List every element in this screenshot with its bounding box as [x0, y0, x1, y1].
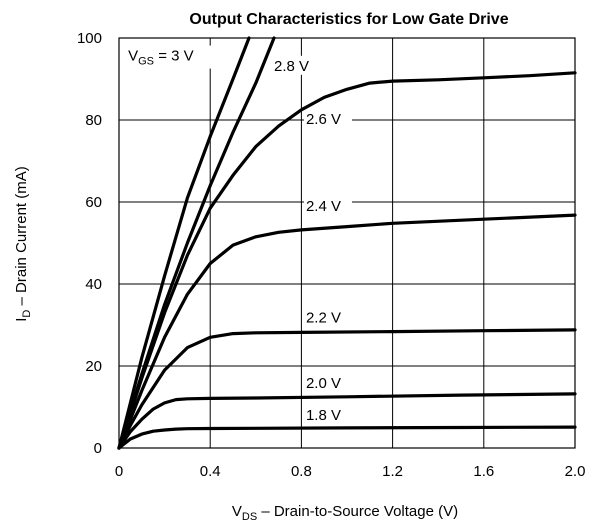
- x-tick-label: 0.4: [200, 463, 221, 480]
- series-label-vgs: VGS = 3 V: [128, 48, 194, 68]
- label-mask: [125, 45, 214, 69]
- series-line: [117, 213, 577, 450]
- series-label: 2.0 V: [306, 375, 341, 392]
- series-label: 2.8 V: [274, 58, 309, 75]
- label-mask: [272, 55, 317, 75]
- y-tick-label: 20: [85, 358, 102, 375]
- label-masks: [125, 45, 352, 425]
- label-mask: [303, 405, 352, 425]
- y-tick-label: 100: [77, 30, 102, 47]
- series-label: 2.6 V: [306, 111, 341, 128]
- series-line: [117, 392, 577, 450]
- label-mask: [303, 373, 352, 393]
- label-mask: [303, 109, 352, 129]
- x-tick-label: 2.0: [565, 463, 586, 480]
- y-tick-label: 60: [85, 194, 102, 211]
- x-tick-label: 0: [115, 463, 123, 480]
- series-line: [117, 71, 577, 450]
- y-axis-label-rest: – Drain Current (mA): [13, 166, 30, 309]
- series-curves: [117, 36, 577, 450]
- y-axis-ticks: 0 20 40 60 80 100: [77, 30, 102, 457]
- series-label: 1.8 V: [306, 407, 341, 424]
- vgs-label-sub: GS: [138, 56, 154, 68]
- series-line: [117, 36, 276, 450]
- plot-frame: [118, 37, 576, 449]
- series-label: 2.2 V: [306, 310, 341, 327]
- x-tick-label: 1.2: [382, 463, 403, 480]
- y-tick-label: 0: [94, 440, 102, 457]
- x-axis-ticks: 0 0.4 0.8 1.2 1.6 2.0: [115, 463, 586, 480]
- label-mask: [303, 196, 352, 216]
- x-axis-label-rest: – Drain-to-Source Voltage (V): [257, 503, 458, 520]
- x-axis-label: VDS – Drain-to-Source Voltage (V): [232, 503, 458, 523]
- vgs-label-rest: = 3 V: [154, 48, 194, 65]
- x-axis-label-sub: DS: [242, 511, 257, 523]
- x-tick-label: 1.6: [473, 463, 494, 480]
- y-tick-label: 40: [85, 276, 102, 293]
- series-label: 2.4 V: [306, 198, 341, 215]
- y-axis-label-sub: D: [21, 310, 33, 318]
- y-tick-label: 80: [85, 112, 102, 129]
- series-line: [117, 425, 577, 450]
- label-mask: [303, 307, 352, 327]
- vgs-label-main: V: [128, 48, 138, 65]
- series-line: [117, 328, 577, 450]
- series-labels: 1.8 V 2.0 V 2.2 V 2.4 V 2.6 V 2.8 V VGS = 3 V: [128, 48, 341, 425]
- y-axis-label: ID – Drain Current (mA): [13, 166, 33, 322]
- y-axis-label-main: I: [13, 318, 30, 322]
- x-axis-label-main: V: [232, 503, 242, 520]
- chart-title: Output Characteristics for Low Gate Driv…: [189, 11, 508, 28]
- x-tick-label: 0.8: [291, 463, 312, 480]
- series-line: [117, 36, 251, 450]
